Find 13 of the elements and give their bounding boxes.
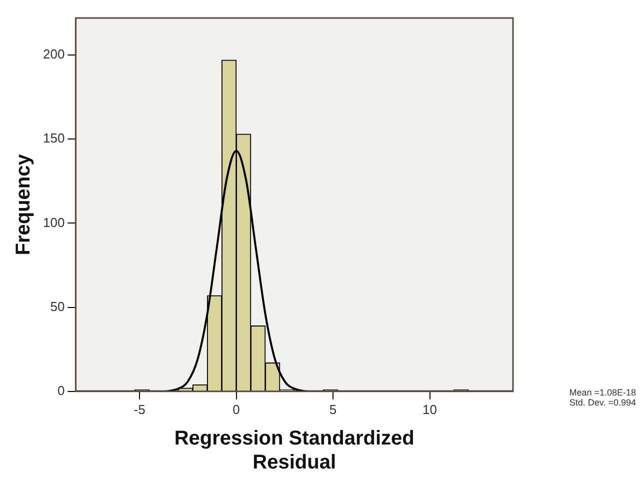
x-tick-label: 5 bbox=[329, 402, 337, 417]
y-tick-label: 0 bbox=[57, 382, 65, 398]
x-tick-label: 10 bbox=[422, 402, 438, 417]
x-tick-label: 0 bbox=[232, 402, 240, 417]
y-tick-label: 200 bbox=[42, 46, 65, 62]
y-axis-title: Frequency bbox=[12, 153, 35, 256]
y-tick-label: 50 bbox=[50, 298, 65, 314]
x-tick-label: -5 bbox=[134, 402, 146, 417]
x-axis-title: Regression Standardized Residual bbox=[174, 428, 414, 474]
y-tick-label: 150 bbox=[42, 130, 65, 146]
text: Mean =1.08E-18 bbox=[569, 387, 636, 398]
text: Std. Dev. =0.994 bbox=[569, 397, 636, 408]
y-tick-label: 100 bbox=[42, 214, 65, 230]
